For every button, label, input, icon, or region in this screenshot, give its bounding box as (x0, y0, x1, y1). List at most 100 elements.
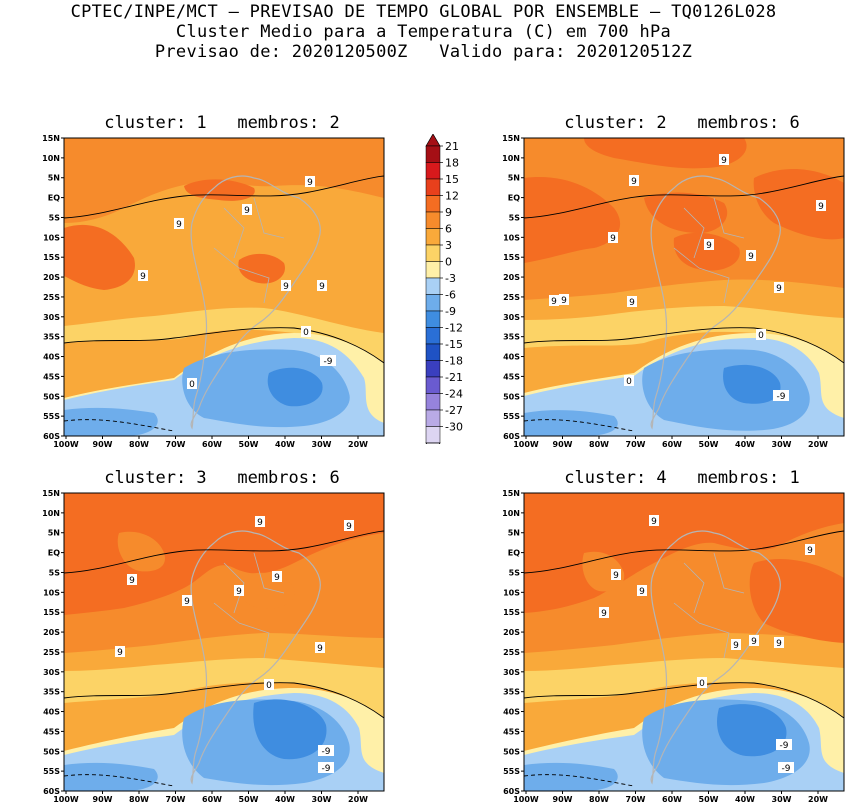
lon-tick-label: 100W (53, 795, 79, 803)
contour-label-box (773, 390, 789, 401)
lon-tick-label: 40W (275, 440, 295, 449)
contour-label: 0 (189, 380, 195, 390)
lat-tick-label: 5N (48, 174, 60, 183)
legend-value: 0 (445, 256, 452, 269)
map-frame (63, 137, 385, 437)
legend-value: 9 (445, 206, 452, 219)
contour-label: 9 (601, 609, 607, 619)
contour-label: 9 (721, 156, 727, 166)
lon-tick-label: 40W (275, 795, 295, 803)
temperature-region (749, 558, 844, 643)
temperature-region (717, 704, 787, 757)
cluster-1-map: 9 9 9 9 9 9 0 0 -9 15N 10N 5N EQ 5S 10S 15S 20S 25S 30S 35S… (42, 134, 385, 449)
contour-label: 9 (346, 522, 352, 532)
lon-tick-label: 100W (513, 795, 539, 803)
contour-label-box (264, 679, 274, 690)
lat-tick-label: 25S (43, 293, 60, 302)
lat-tick-label: 15S (43, 253, 60, 262)
lat-tick-label: EQ (508, 194, 520, 203)
lon-tick-label: 40W (735, 795, 755, 803)
contour-label: 9 (639, 587, 645, 597)
legend-swatch (425, 343, 441, 361)
legend-value: -12 (445, 322, 463, 335)
legend-bottom-arrow (425, 442, 441, 444)
lon-tick-label: 20W (348, 795, 368, 803)
legend-swatch (425, 360, 441, 378)
contour-label: 9 (610, 234, 616, 244)
lon-tick-label: 40W (735, 440, 755, 449)
lat-tick-label: 10S (43, 233, 60, 242)
lon-tick-label: 60W (662, 795, 682, 803)
contour-label: 9 (807, 546, 813, 556)
contour-label-box (816, 200, 826, 211)
lat-tick-label: 55S (503, 767, 520, 776)
lat-tick-label: 50S (503, 392, 520, 401)
lat-tick-label: 35S (43, 688, 60, 697)
contour-label-box (776, 739, 792, 750)
contour-label: 9 (751, 637, 757, 647)
lon-tick-label: 80W (589, 795, 609, 803)
lon-tick-label: 80W (129, 440, 149, 449)
legend-swatch (425, 162, 441, 180)
legend-value: -30 (445, 421, 463, 434)
subtitle: Cluster Medio para a Temperatura (C) em … (175, 22, 672, 42)
lat-tick-label: EQ (508, 549, 520, 558)
lat-tick-label: 40S (43, 708, 60, 717)
contour-label: 9 (631, 177, 637, 187)
legend-swatch (425, 294, 441, 312)
legend-swatch (425, 228, 441, 246)
contour-label: 9 (184, 597, 190, 607)
contour-label-box (749, 635, 759, 646)
legend-swatch (425, 244, 441, 262)
temperature-region (652, 559, 705, 596)
lat-tick-label: 15S (503, 253, 520, 262)
lat-tick-label: 55S (503, 412, 520, 421)
lat-tick-label: 15N (502, 134, 520, 143)
map-plot-area: 9 9 9 9 9 9 9 9 0 -9 -9 (523, 492, 845, 792)
lat-tick-label: 5N (508, 529, 520, 538)
lon-tick-label: 60W (662, 440, 682, 449)
contour-label-box (318, 745, 334, 756)
lat-tick-label: 5S (509, 213, 521, 222)
lon-tick-label: 30W (312, 795, 332, 803)
temperature-region (253, 699, 327, 760)
contour-line (523, 530, 845, 574)
contour-label-box (272, 571, 282, 582)
legend-value: 21 (445, 140, 459, 153)
contour-label: 0 (303, 328, 309, 338)
contour-label-box (559, 294, 569, 305)
contour-label: 9 (629, 298, 635, 308)
contour-line (63, 774, 175, 787)
legend-value: -15 (445, 338, 463, 351)
lat-tick-label: 50S (43, 392, 60, 401)
legend-swatch (425, 195, 441, 213)
contour-label-box (318, 762, 334, 773)
contour-label: 9 (317, 644, 323, 654)
lat-tick-label: 10S (43, 588, 60, 597)
lat-tick-label: 15S (503, 608, 520, 617)
lon-tick-label: 30W (772, 440, 792, 449)
temperature-region (644, 192, 728, 233)
lat-tick-label: 40S (503, 708, 520, 717)
country-borders (673, 552, 745, 659)
lat-tick-label: 10N (502, 154, 520, 163)
contour-label-box (255, 516, 265, 527)
contour-label-box (637, 585, 647, 596)
map-frame (523, 137, 845, 437)
contour-line (63, 530, 385, 574)
contour-label: 0 (758, 331, 764, 341)
lon-tick-label: 30W (312, 440, 332, 449)
lat-tick-label: 20S (503, 628, 520, 637)
map-plot-area: 9 9 9 9 9 9 0 0 -9 (63, 137, 385, 437)
lon-tick-label: 20W (808, 440, 828, 449)
contour-label-box (774, 637, 784, 648)
lat-tick-label: 10S (503, 588, 520, 597)
lon-tick-label: 70W (626, 440, 646, 449)
lat-tick-label: 15N (42, 134, 60, 143)
contour-line (63, 682, 385, 719)
lon-tick-label: 80W (129, 795, 149, 803)
contour-label: 9 (176, 220, 182, 230)
contour-label-box (138, 270, 148, 281)
lat-tick-label: 35S (503, 688, 520, 697)
